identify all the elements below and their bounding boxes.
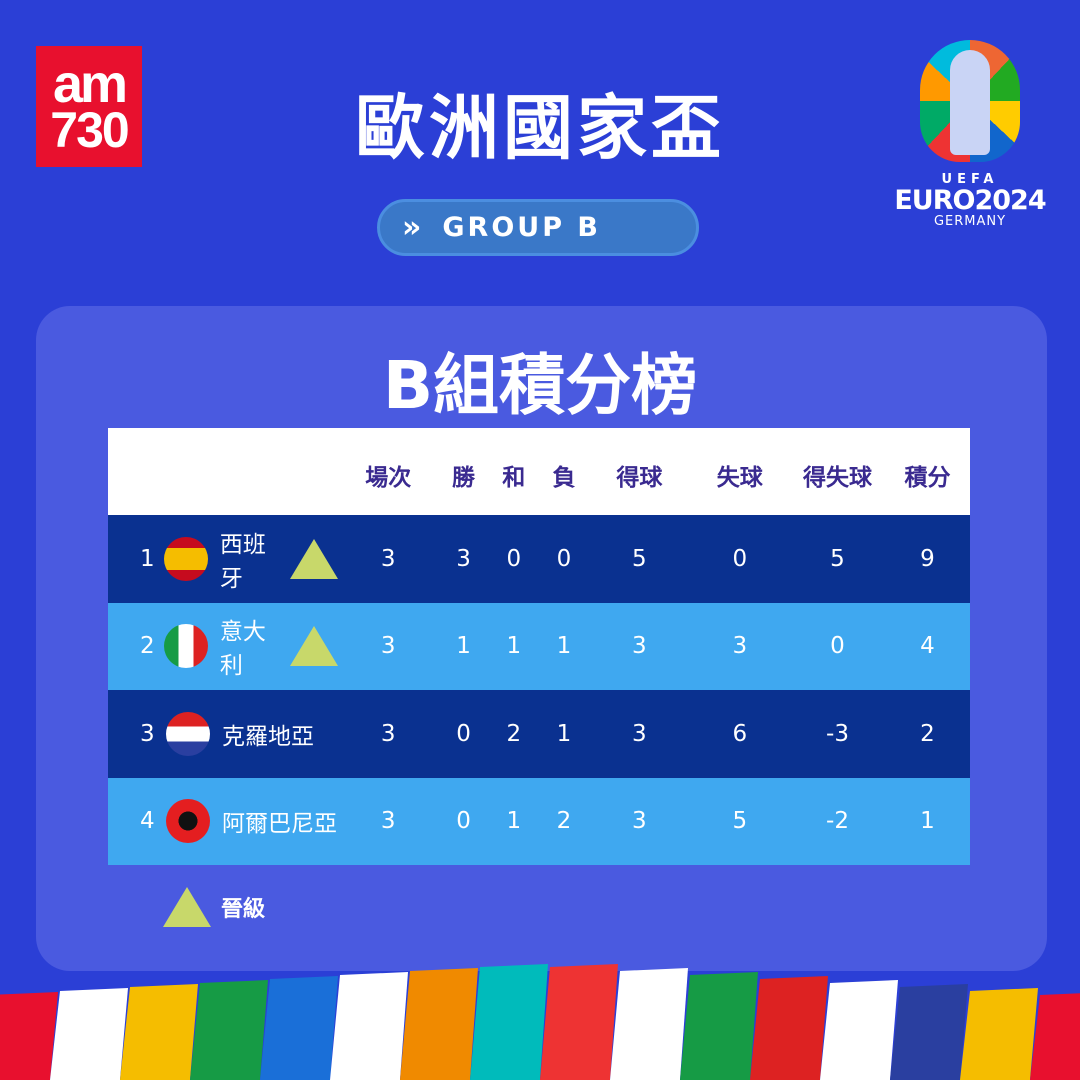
team-name: 克羅地亞 (222, 723, 314, 750)
team-name: 西班牙 (219, 531, 266, 592)
stat-cell: 9 (920, 545, 935, 572)
rank: 1 (140, 545, 155, 572)
team-name: 意大利 (219, 619, 266, 680)
stat-cell: 0 (732, 545, 748, 572)
table-row: 4 阿爾巴尼亞 3 0 1 2 3 5 -2 1 (108, 777, 970, 865)
stat-cell: 3 (631, 808, 647, 835)
stat-cell: -2 (826, 808, 849, 835)
stat-cell: 3 (631, 720, 647, 747)
page-title: 歐洲國家盃 (355, 87, 725, 169)
stripe (0, 992, 58, 1080)
albania-flag-icon (166, 799, 210, 844)
table-row: 2 意大利 3 1 1 1 3 3 0 4 (108, 602, 970, 690)
stat-cell: 2 (506, 720, 522, 747)
rank: 3 (140, 720, 155, 747)
stat-cell: 4 (920, 633, 935, 660)
col-gd: 得失球 (803, 464, 872, 491)
stat-cell: 5 (732, 808, 748, 835)
stripe (680, 972, 758, 1080)
qualified-triangle-icon (290, 538, 338, 579)
stripe (190, 980, 268, 1080)
group-badge: » GROUP B (377, 199, 699, 256)
stat-cell: 0 (456, 720, 471, 747)
stripe (50, 988, 128, 1080)
legend: 晉級 (163, 887, 265, 927)
stat-cell: 2 (920, 720, 935, 747)
stripe (120, 984, 198, 1080)
qualified-triangle-icon (163, 887, 211, 927)
col-ga: 失球 (716, 464, 763, 491)
stripe (540, 964, 618, 1080)
stat-cell: 3 (380, 633, 396, 660)
stat-cell: 6 (732, 720, 748, 747)
stat-cell: 0 (556, 545, 572, 572)
stat-cell: 1 (556, 720, 572, 747)
decorative-stripes (0, 964, 1080, 1080)
stripe (400, 968, 478, 1080)
stat-cell: 1 (556, 633, 572, 660)
stat-cell: 5 (631, 545, 647, 572)
double-chevron-icon: » (402, 210, 425, 245)
rank: 2 (140, 633, 155, 660)
stat-cell: 5 (830, 545, 845, 572)
stripe (610, 968, 688, 1080)
trophy-icon (920, 40, 1020, 162)
stripe (750, 976, 828, 1080)
col-won: 勝 (452, 464, 476, 491)
col-points: 積分 (904, 464, 951, 491)
stat-cell: 0 (830, 633, 845, 660)
stat-cell: 0 (456, 808, 471, 835)
stat-cell: 1 (506, 633, 522, 660)
rank: 4 (140, 808, 155, 835)
am730-logo: am 730 (36, 46, 142, 167)
italy-flag-icon (163, 624, 208, 669)
col-played: 場次 (365, 464, 412, 491)
stripe (820, 980, 898, 1080)
stripe (890, 984, 968, 1080)
croatia-flag-icon (166, 711, 210, 756)
stat-cell: 3 (456, 545, 471, 572)
stripe (960, 988, 1038, 1080)
col-lost: 負 (552, 464, 576, 491)
stat-cell: 3 (380, 720, 396, 747)
team-name: 阿爾巴尼亞 (222, 811, 337, 838)
col-gf: 得球 (616, 464, 663, 491)
stat-cell: 1 (456, 633, 471, 660)
qualified-triangle-icon (290, 626, 338, 667)
standings-table: 場次 勝 和 負 得球 失球 得失球 積分 1 西班牙 3 3 0 0 5 0 5 9 2 意大利 3 1… (108, 428, 970, 865)
stat-cell: 3 (732, 633, 748, 660)
stat-cell: 3 (631, 633, 647, 660)
spain-flag-icon (163, 536, 208, 581)
stat-cell: 0 (506, 545, 522, 572)
table-row: 3 克羅地亞 3 0 2 1 3 6 -3 2 (108, 690, 970, 778)
euro2024-logo: UEFA EURO2024 GERMANY (890, 40, 1050, 255)
stripe (260, 976, 338, 1080)
table-header: 場次 勝 和 負 得球 失球 得失球 積分 (108, 428, 970, 515)
stat-cell: 1 (506, 808, 522, 835)
stat-cell: 2 (556, 808, 572, 835)
stripe (470, 964, 548, 1080)
stat-cell: 3 (380, 545, 396, 572)
stat-cell: 3 (380, 808, 396, 835)
col-drawn: 和 (502, 464, 526, 491)
stripe (1030, 993, 1080, 1080)
stripe (330, 972, 408, 1080)
stat-cell: 1 (920, 808, 935, 835)
stat-cell: -3 (826, 720, 849, 747)
table-row: 1 西班牙 3 3 0 0 5 0 5 9 (108, 515, 970, 603)
standings-title: B組積分榜 (382, 347, 698, 424)
